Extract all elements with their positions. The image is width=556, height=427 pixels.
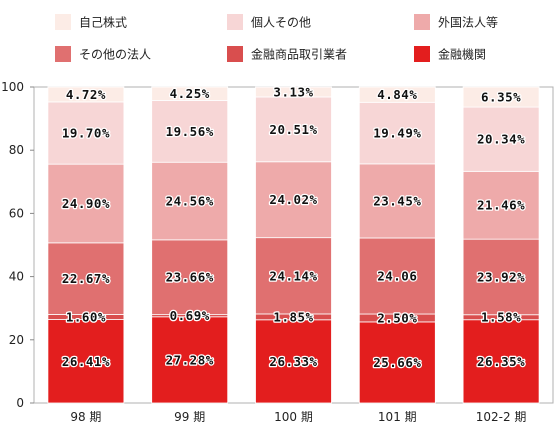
- bar-value-label: 26.41%: [62, 354, 110, 369]
- x-tick-label: 101 期: [378, 410, 417, 424]
- bar-value-label: 19.70%: [62, 126, 110, 141]
- bar-segment: [255, 86, 332, 98]
- y-tick-label: 80: [9, 143, 24, 157]
- legend-label: 自己株式: [79, 15, 127, 30]
- bar-value-label: 1.85%: [273, 309, 313, 324]
- y-tick-label: 60: [9, 206, 24, 220]
- x-tick-label: 98 期: [70, 410, 101, 424]
- legend-label: 個人その他: [251, 16, 311, 30]
- bar-value-label: 0.69%: [170, 308, 210, 323]
- legend-swatch: [227, 46, 243, 62]
- bar-value-label: 6.35%: [481, 90, 521, 105]
- y-tick-label: 20: [9, 333, 24, 347]
- bars: [47, 86, 540, 404]
- bar-segment: [462, 86, 540, 108]
- legend-label: その他の法人: [79, 48, 151, 62]
- bar-value-label: 24.56%: [166, 194, 214, 209]
- x-tick-label: 100 期: [274, 410, 313, 424]
- bar-value-label: 23.45%: [373, 193, 421, 208]
- bar-segment: [358, 237, 436, 315]
- bar-value-label: 25.66%: [373, 355, 421, 370]
- bar-segment: [151, 100, 229, 163]
- bar-value-label: 4.25%: [170, 86, 210, 101]
- legend-swatch: [414, 14, 430, 30]
- legend-label: 外国法人等: [438, 16, 498, 30]
- bar-segment: [47, 163, 125, 244]
- bar-segment: [462, 238, 540, 316]
- bar-segment: [255, 237, 332, 315]
- bar-segment: [358, 86, 436, 103]
- bar-value-label: 23.92%: [477, 269, 525, 284]
- legend-swatch: [55, 14, 71, 30]
- y-tick-label: 100: [1, 80, 24, 94]
- bar-segment: [47, 319, 125, 404]
- legend-label: 金融機関: [438, 47, 486, 62]
- bar-segment: [358, 321, 436, 404]
- bar-value-label: 23.66%: [166, 270, 214, 285]
- bar-segment: [255, 96, 332, 163]
- bar-value-label: 24.14%: [269, 268, 317, 283]
- x-tick-label: 102-2 期: [476, 410, 527, 424]
- bar-value-label: 24.02%: [269, 192, 317, 207]
- bar-value-label: 1.58%: [481, 310, 521, 325]
- bar-value-label: 26.35%: [477, 354, 525, 369]
- bar-value-label: 21.46%: [477, 198, 525, 213]
- legend-swatch: [227, 14, 243, 30]
- legend-label: 金融商品取引業者: [251, 47, 347, 62]
- bar-value-label: 4.84%: [377, 87, 417, 102]
- bar-value-label: 1.60%: [66, 310, 106, 325]
- bar-segment: [151, 161, 229, 241]
- bar-value-label: 20.51%: [269, 122, 317, 137]
- data-labels: 26.41% 1.60% 22.67% 24.90% 19.70% 4.72% 27.28%…: [61, 83, 526, 371]
- bar-value-label: 3.13%: [273, 85, 313, 100]
- y-tick-label: 0: [16, 396, 24, 410]
- bar-segment: [462, 170, 540, 240]
- bar-value-label: 2.50%: [377, 310, 417, 325]
- bar-segment: [151, 316, 229, 404]
- bar-value-label: 4.72%: [66, 87, 106, 102]
- bar-segment: [151, 86, 229, 101]
- bar-segment: [47, 86, 125, 103]
- bar-value-label: 24.06: [377, 268, 417, 283]
- bar-segment: [47, 242, 125, 315]
- bar-segment: [462, 319, 540, 404]
- bar-segment: [47, 101, 125, 165]
- legend-swatch: [414, 46, 430, 62]
- x-tick-label: 99 期: [174, 410, 205, 424]
- bar-value-label: 19.56%: [166, 124, 214, 139]
- bar-value-label: 22.67%: [62, 271, 110, 286]
- bar-segment: [358, 101, 436, 165]
- bar-value-label: 27.28%: [166, 352, 214, 367]
- y-tick-label: 40: [9, 270, 24, 284]
- bar-segment: [255, 161, 332, 239]
- bar-segment: [255, 319, 332, 404]
- bar-value-label: 26.33%: [269, 354, 317, 369]
- bar-value-label: 19.49%: [373, 126, 421, 141]
- bar-segment: [462, 106, 540, 172]
- legend-swatch: [55, 46, 71, 62]
- bar-value-label: 20.34%: [477, 132, 525, 147]
- bar-value-label: 24.90%: [62, 196, 110, 211]
